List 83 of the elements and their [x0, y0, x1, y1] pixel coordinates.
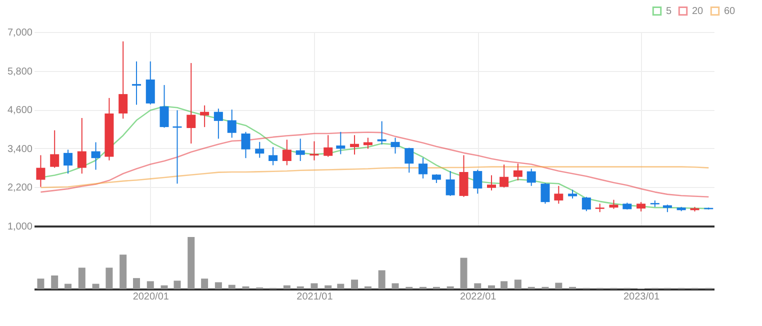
y-tick-label: 2,200 [7, 182, 33, 194]
y-tick-label: 7,000 [7, 28, 33, 38]
bar [201, 278, 208, 289]
candlestick [77, 118, 86, 174]
y-tick-label: 1,000 [7, 222, 33, 232]
bar [174, 280, 181, 289]
candlestick [186, 62, 196, 144]
candlestick [132, 60, 142, 106]
candlestick [296, 138, 305, 162]
candlestick [418, 157, 428, 179]
bar [37, 278, 44, 289]
candlestick [282, 139, 292, 166]
x-tick-label: 2022/01 [460, 292, 497, 302]
x-tick-label: 2023/01 [623, 292, 660, 302]
bar [324, 285, 332, 289]
candlestick [350, 134, 360, 156]
bar [214, 282, 222, 289]
candlestick [214, 108, 223, 140]
bar [514, 280, 522, 289]
candlestick [50, 130, 60, 168]
candlestick [459, 154, 468, 198]
bar [364, 286, 372, 289]
y-tick-label: 4,600 [7, 105, 33, 116]
candlestick [241, 131, 250, 159]
bar [351, 280, 358, 289]
bar [500, 281, 508, 289]
candlestick [500, 164, 509, 188]
bar [92, 284, 100, 289]
bar [228, 284, 236, 289]
candlestick [91, 142, 100, 170]
bar [474, 283, 482, 289]
bar [133, 278, 140, 289]
bar [488, 285, 496, 289]
candlestick [227, 109, 236, 138]
x-tick-label: 2021/01 [296, 292, 334, 302]
candlestick [473, 169, 482, 194]
bar [460, 258, 468, 289]
candlestick [404, 147, 414, 174]
legend-label: 5 [666, 6, 672, 18]
y-tick-label: 5,800 [7, 66, 33, 78]
bar [146, 281, 154, 289]
candlestick [64, 149, 73, 174]
bar [51, 275, 58, 289]
bar [392, 283, 399, 289]
candlestick [324, 134, 333, 158]
candlestick [146, 60, 155, 105]
bar [106, 268, 113, 289]
bar [188, 237, 195, 289]
x-tick-label: 2020/01 [132, 292, 170, 302]
candlestick [160, 84, 169, 128]
candlestick [554, 185, 564, 204]
bar [296, 286, 304, 289]
candlestick [540, 182, 550, 204]
candlestick [609, 199, 618, 210]
candlestick [310, 140, 319, 161]
candlestick [255, 141, 264, 158]
bar [337, 284, 344, 289]
bar [160, 285, 168, 289]
bar [242, 286, 250, 289]
candlestick [390, 137, 400, 154]
candlestick [526, 168, 536, 186]
candlestick [636, 202, 646, 212]
candlestick [582, 196, 591, 212]
bar [64, 284, 72, 289]
bar [283, 285, 290, 289]
candlestick [446, 170, 455, 196]
y-tick-label: 3,400 [7, 144, 33, 155]
bar [120, 254, 127, 289]
candlestick [487, 174, 496, 191]
bar [78, 268, 86, 289]
bar [378, 270, 386, 289]
legend-label: 20 [692, 6, 704, 18]
candlestick [377, 120, 386, 146]
bar [310, 283, 318, 289]
bar [555, 282, 562, 289]
candlestick [268, 146, 278, 166]
candlestick [336, 131, 346, 155]
candlestick [513, 163, 522, 181]
candlestick [118, 40, 128, 120]
candlestick [36, 154, 46, 188]
bar [446, 286, 454, 289]
legend-label: 60 [724, 6, 736, 18]
candlestick [200, 104, 210, 128]
